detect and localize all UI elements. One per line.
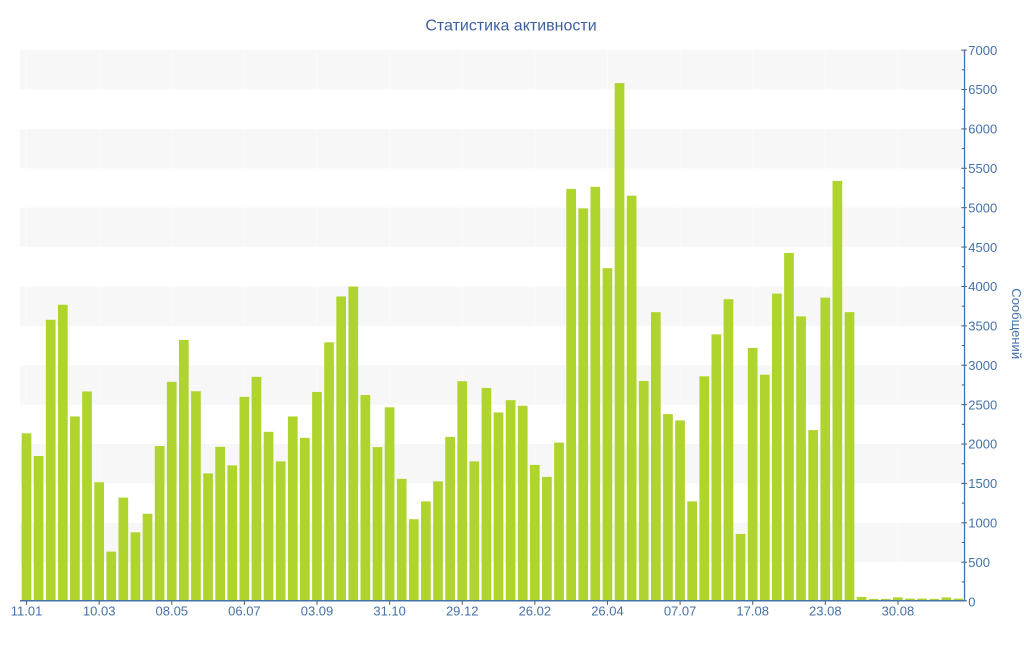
svg-text:17.08: 17.08 — [736, 604, 769, 619]
svg-text:08.05: 08.05 — [156, 604, 189, 619]
svg-text:06.07: 06.07 — [228, 604, 261, 619]
svg-text:2500: 2500 — [968, 397, 997, 412]
svg-text:7000: 7000 — [968, 43, 997, 58]
svg-text:3000: 3000 — [968, 358, 997, 373]
svg-text:29.12: 29.12 — [446, 604, 479, 619]
svg-text:26.02: 26.02 — [519, 604, 552, 619]
svg-text:1500: 1500 — [968, 476, 997, 491]
svg-text:03.09: 03.09 — [301, 604, 334, 619]
svg-text:1000: 1000 — [968, 516, 997, 531]
svg-text:23.08: 23.08 — [809, 604, 842, 619]
svg-text:6500: 6500 — [968, 82, 997, 97]
svg-text:11.01: 11.01 — [11, 604, 43, 619]
svg-text:5000: 5000 — [968, 200, 997, 215]
svg-text:07.07: 07.07 — [664, 604, 697, 619]
svg-text:4000: 4000 — [968, 279, 997, 294]
svg-text:6000: 6000 — [968, 122, 997, 137]
svg-text:500: 500 — [968, 555, 990, 570]
svg-text:Статистика активности: Статистика активности — [425, 18, 596, 35]
svg-text:5500: 5500 — [968, 161, 997, 176]
svg-text:3500: 3500 — [968, 319, 997, 334]
svg-text:2000: 2000 — [968, 437, 997, 452]
svg-text:31.10: 31.10 — [373, 604, 406, 619]
svg-text:4500: 4500 — [968, 240, 997, 255]
svg-text:0: 0 — [968, 594, 975, 609]
svg-text:26.04: 26.04 — [591, 604, 624, 619]
svg-text:Сообщений: Сообщений — [1009, 288, 1024, 359]
svg-text:10.03: 10.03 — [83, 604, 116, 619]
svg-text:30.08: 30.08 — [882, 604, 915, 619]
